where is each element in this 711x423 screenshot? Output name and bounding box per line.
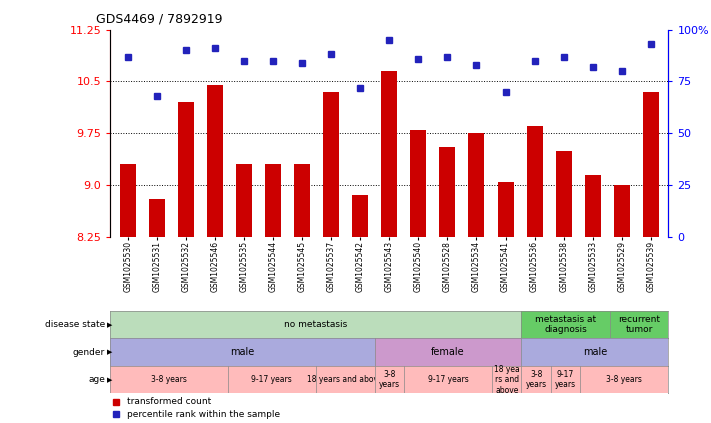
Bar <box>236 164 252 237</box>
Bar <box>119 164 136 237</box>
Text: male: male <box>583 347 607 357</box>
Text: age: age <box>88 375 105 384</box>
Bar <box>469 133 484 237</box>
Text: disease state: disease state <box>45 320 105 329</box>
Text: ▶: ▶ <box>107 321 113 328</box>
Text: 9-17
years: 9-17 years <box>555 370 576 389</box>
Bar <box>643 92 659 237</box>
Text: GDS4469 / 7892919: GDS4469 / 7892919 <box>96 12 223 25</box>
Bar <box>323 92 339 237</box>
Text: gender: gender <box>73 348 105 357</box>
Text: no metastasis: no metastasis <box>284 320 348 329</box>
Bar <box>498 181 513 237</box>
Bar <box>556 151 572 237</box>
Text: percentile rank within the sample: percentile rank within the sample <box>127 409 280 419</box>
Text: 9-17 years: 9-17 years <box>427 375 469 384</box>
Bar <box>410 130 427 237</box>
Text: female: female <box>431 347 465 357</box>
Text: 3-8
years: 3-8 years <box>525 370 547 389</box>
Text: male: male <box>230 347 255 357</box>
Bar <box>149 199 165 237</box>
Text: ▶: ▶ <box>107 349 113 355</box>
Bar <box>439 147 456 237</box>
Bar <box>381 71 397 237</box>
Text: 18 years and above: 18 years and above <box>307 375 383 384</box>
Bar <box>265 164 281 237</box>
Bar <box>352 195 368 237</box>
Text: 3-8
years: 3-8 years <box>379 370 400 389</box>
Text: 18 yea
rs and
above: 18 yea rs and above <box>494 365 520 395</box>
Bar <box>584 175 601 237</box>
Text: transformed count: transformed count <box>127 397 211 406</box>
Text: 3-8 years: 3-8 years <box>606 375 642 384</box>
Bar <box>207 85 223 237</box>
Bar <box>294 164 310 237</box>
Bar <box>527 126 542 237</box>
Bar <box>178 102 194 237</box>
Text: metastasis at
diagnosis: metastasis at diagnosis <box>535 315 596 334</box>
Text: ▶: ▶ <box>107 376 113 383</box>
Text: 3-8 years: 3-8 years <box>151 375 187 384</box>
Text: recurrent
tumor: recurrent tumor <box>618 315 660 334</box>
Text: 9-17 years: 9-17 years <box>252 375 292 384</box>
Bar <box>614 185 630 237</box>
